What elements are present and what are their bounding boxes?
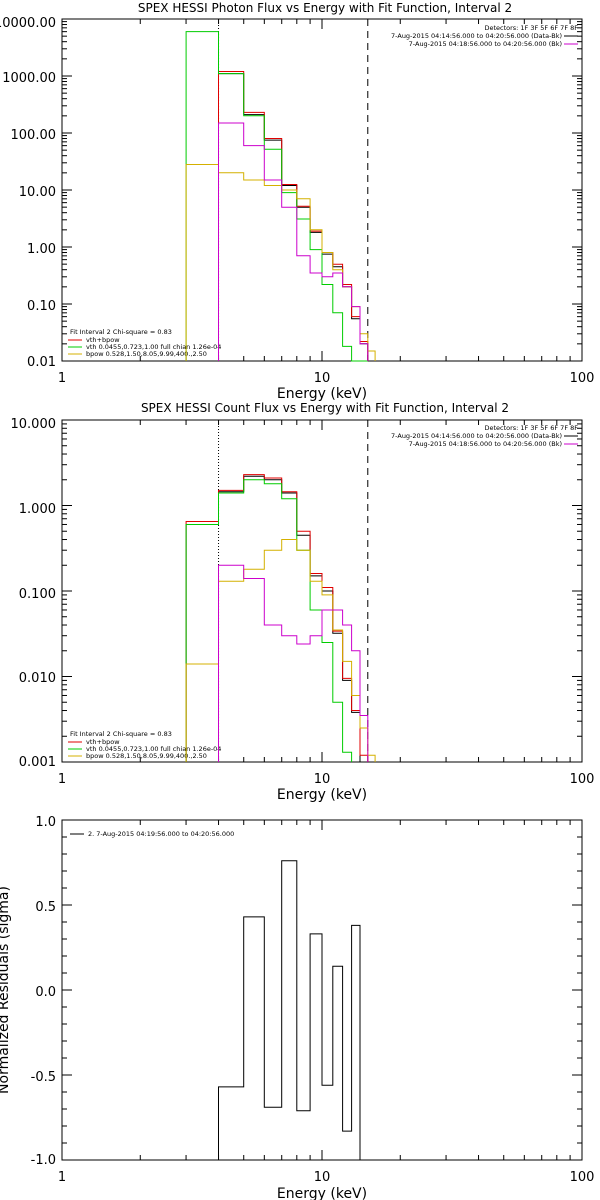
count-ytick-0.1: 0.100: [19, 587, 56, 602]
count-legend-bpow: bpow 0.528,1.50,8.05,9.99,400.,2.50: [86, 752, 207, 760]
count-xtick-1: 1: [58, 772, 66, 787]
series-bpow: [185, 164, 376, 361]
residual-legend: 2. 7-Aug-2015 04:19:56.000 to 04:20:56.0…: [88, 830, 234, 838]
residual-ytick-1.0: 1.0: [35, 815, 56, 830]
series-residual: [218, 860, 361, 1160]
series-bk: [218, 122, 369, 361]
count-legend-data-bk: 7-Aug-2015 04:14:56.000 to 04:20:56.000 …: [391, 432, 562, 440]
series-vth-bpow: [218, 71, 369, 361]
count-legend-vth: vth 0.0455,0.723,1.00 full chian 1.26e-0…: [86, 745, 221, 753]
count-legend-fit: Fit Interval 2 Chi-square = 0.83: [70, 730, 172, 738]
count-legend-total: vth+bpow: [86, 738, 120, 746]
photon-legend-bpow: bpow 0.528,1.50,8.05,9.99,400.,2.50: [86, 350, 207, 358]
photon-legend-fit: Fit Interval 2 Chi-square = 0.83: [70, 328, 172, 336]
photon-legend-data-bk: 7-Aug-2015 04:14:56.000 to 04:20:56.000 …: [391, 32, 562, 40]
photon-legend-detectors: Detectors: 1F 3F 5F 6F 7F 8F: [484, 24, 578, 32]
photon-legend-total: vth+bpow: [86, 336, 120, 344]
series-bk: [218, 564, 369, 762]
photon-x-tick-labels: 1 10 100: [58, 371, 595, 386]
photon-ytick-100: 100.00: [11, 128, 57, 143]
photon-legend-top: Detectors: 1F 3F 5F 6F 7F 8F 7-Aug-2015 …: [391, 24, 578, 48]
count-x-tick-labels: 1 10 100: [58, 772, 595, 787]
photon-chart-title: SPEX HESSI Photon Flux vs Energy with Fi…: [138, 1, 512, 15]
count-ytick-1: 1.000: [19, 502, 56, 517]
residual-ytick-minus-1.0: -1.0: [31, 1153, 56, 1168]
photon-legend-bottom: Fit Interval 2 Chi-square = 0.83 vth+bpo…: [68, 328, 221, 358]
photon-legend-bk: 7-Aug-2015 04:18:56.000 to 04:20:56.000 …: [409, 40, 562, 48]
count-y-tick-labels: 10.000 1.000 0.100 0.010 0.001: [11, 417, 57, 770]
residual-ytick-0.5: 0.5: [35, 900, 56, 915]
photon-ytick-1000: 1000.00: [2, 71, 56, 86]
residual-xtick-100: 100: [570, 1170, 595, 1185]
count-ytick-0.001: 0.001: [19, 755, 56, 770]
residual-xtick-10: 10: [314, 1170, 331, 1185]
count-legend-detectors: Detectors: 1F 3F 5F 6F 7F 8F: [484, 424, 578, 432]
photon-plot-frame: [61, 18, 583, 362]
residual-ytick-minus-0.5: -0.5: [31, 1070, 56, 1085]
photon-ytick-1: 1.00: [27, 242, 56, 257]
photon-ytick-10000: 10000.00: [0, 16, 56, 31]
residual-x-tick-labels: 1 10 100: [58, 1170, 595, 1185]
residual-x-axis-label: Energy (keV): [277, 1186, 367, 1200]
photon-ytick-10: 10.00: [19, 185, 56, 200]
residual-xtick-1: 1: [58, 1170, 66, 1185]
series-data-bk: [185, 475, 368, 763]
residual-ytick-0.0: 0.0: [35, 985, 56, 1000]
count-x-axis-label: Energy (keV): [277, 787, 367, 803]
count-xtick-10: 10: [314, 772, 331, 787]
photon-legend-vth: vth 0.0455,0.723,1.00 full chian 1.26e-0…: [86, 343, 221, 351]
photon-x-axis-label: Energy (keV): [277, 386, 367, 402]
count-ytick-0.01: 0.010: [19, 671, 56, 686]
residuals-chart: 1.0 0.5 0.0 -0.5 -1.0 Normalized Residua…: [0, 815, 594, 1200]
residual-y-axis-label: Normalized Residuals (sigma): [0, 886, 12, 1094]
count-series-group: [61, 419, 582, 763]
photon-y-tick-labels: 10000.00 1000.00 100.00 10.00 1.00 0.10 …: [0, 16, 56, 370]
photon-xtick-1: 1: [58, 371, 66, 386]
photon-series-group: [61, 18, 582, 362]
series-vth: [185, 479, 353, 762]
photon-flux-chart: SPEX HESSI Photon Flux vs Energy with Fi…: [0, 1, 594, 402]
series-vth: [185, 31, 368, 362]
residual-series-group: [61, 819, 582, 1161]
photon-xtick-100: 100: [570, 371, 595, 386]
photon-ytick-0.01: 0.01: [27, 355, 56, 370]
count-chart-title: SPEX HESSI Count Flux vs Energy with Fit…: [141, 401, 509, 415]
series-data-bk: [218, 73, 369, 361]
count-legend-top: Detectors: 1F 3F 5F 6F 7F 8F 7-Aug-2015 …: [391, 424, 578, 448]
count-ytick-10: 10.000: [11, 417, 57, 432]
count-legend-bk: 7-Aug-2015 04:18:56.000 to 04:20:56.000 …: [409, 440, 562, 448]
photon-xtick-10: 10: [314, 371, 331, 386]
series-vth-bpow: [185, 474, 369, 762]
photon-ytick-0.1: 0.10: [27, 299, 56, 314]
residual-y-tick-labels: 1.0 0.5 0.0 -0.5 -1.0: [31, 815, 56, 1168]
count-legend-bottom: Fit Interval 2 Chi-square = 0.83 vth+bpo…: [68, 730, 221, 760]
series-bpow: [185, 539, 376, 762]
count-xtick-100: 100: [570, 772, 595, 787]
count-flux-chart: SPEX HESSI Count Flux vs Energy with Fit…: [11, 401, 595, 803]
